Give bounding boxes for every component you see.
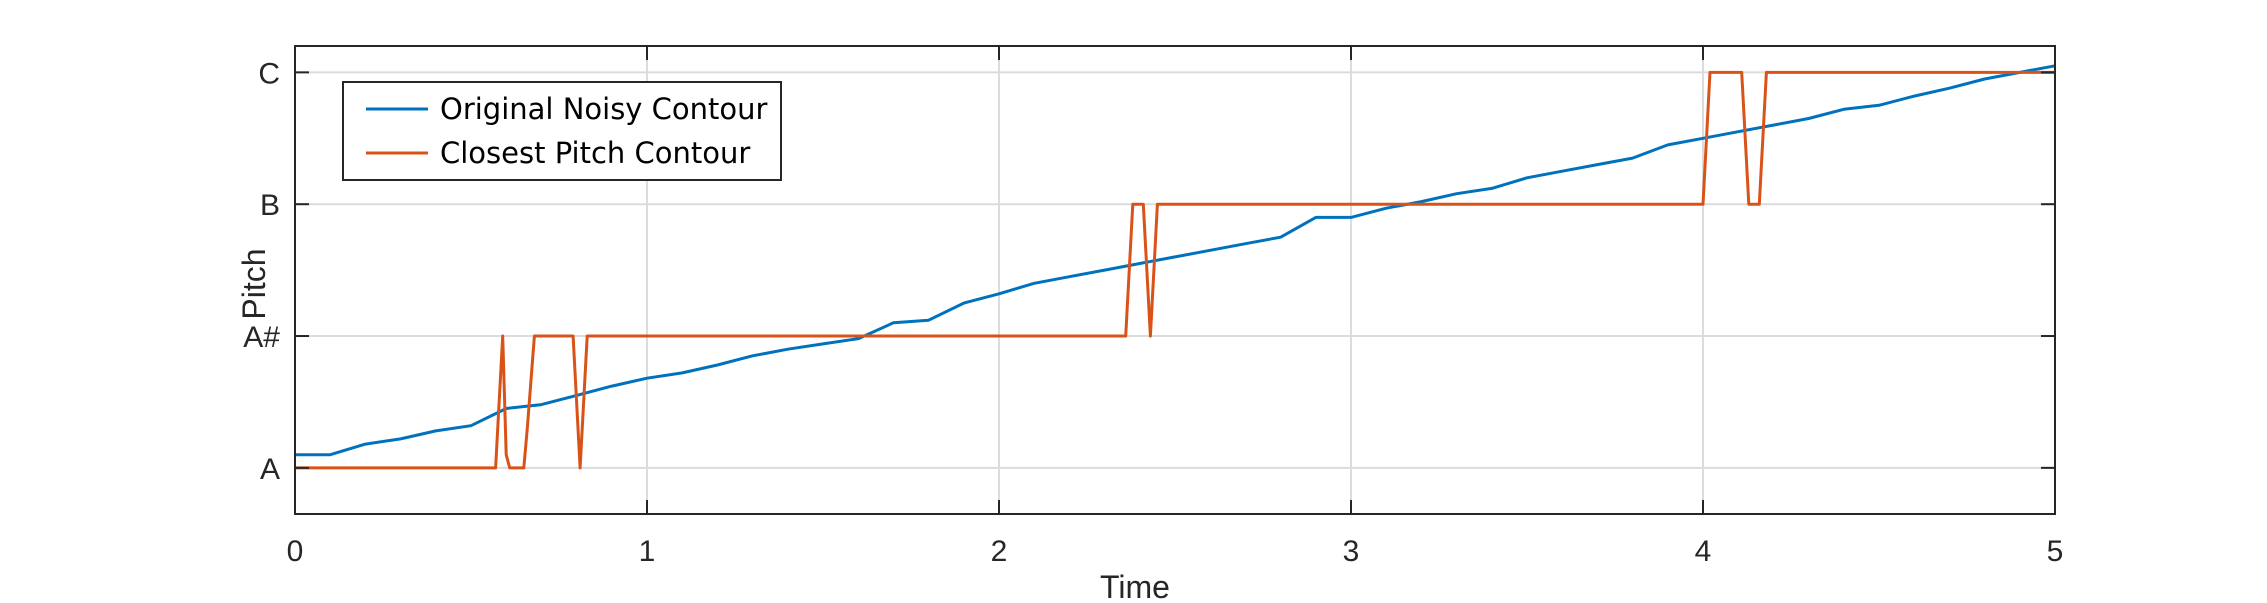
series-line-closest-pitch-contour [295, 70, 2055, 470]
plot-frame [294, 45, 2056, 515]
x-axis-title: Time [1100, 569, 1170, 603]
x-tick-label: 1 [639, 535, 656, 568]
y-tick-label: B [260, 189, 280, 222]
grid-lines [295, 46, 2055, 514]
x-tick-label: 3 [1343, 535, 1360, 568]
series-line-original-noisy-contour [295, 64, 2056, 457]
series-layer [295, 64, 2056, 470]
legend: Original Noisy Contour Closest Pitch Con… [342, 81, 782, 181]
x-tick-label: 5 [2047, 535, 2064, 568]
legend-box [342, 81, 782, 181]
legend-label-original-noisy-contour: Original Noisy Contour [440, 92, 768, 126]
y-tick-label: C [258, 57, 280, 90]
x-tick-label: 4 [1695, 535, 1712, 568]
x-tick-label: 0 [287, 535, 304, 568]
legend-label-closest-pitch-contour: Closest Pitch Contour [440, 136, 750, 170]
x-tick-label: 2 [991, 535, 1008, 568]
y-axis-title: Pitch [236, 248, 272, 319]
y-tick-label: A# [243, 321, 280, 354]
axis-ticks: 0 1 2 3 4 5 A A# B C [243, 46, 2063, 568]
y-tick-label: A [260, 453, 280, 486]
